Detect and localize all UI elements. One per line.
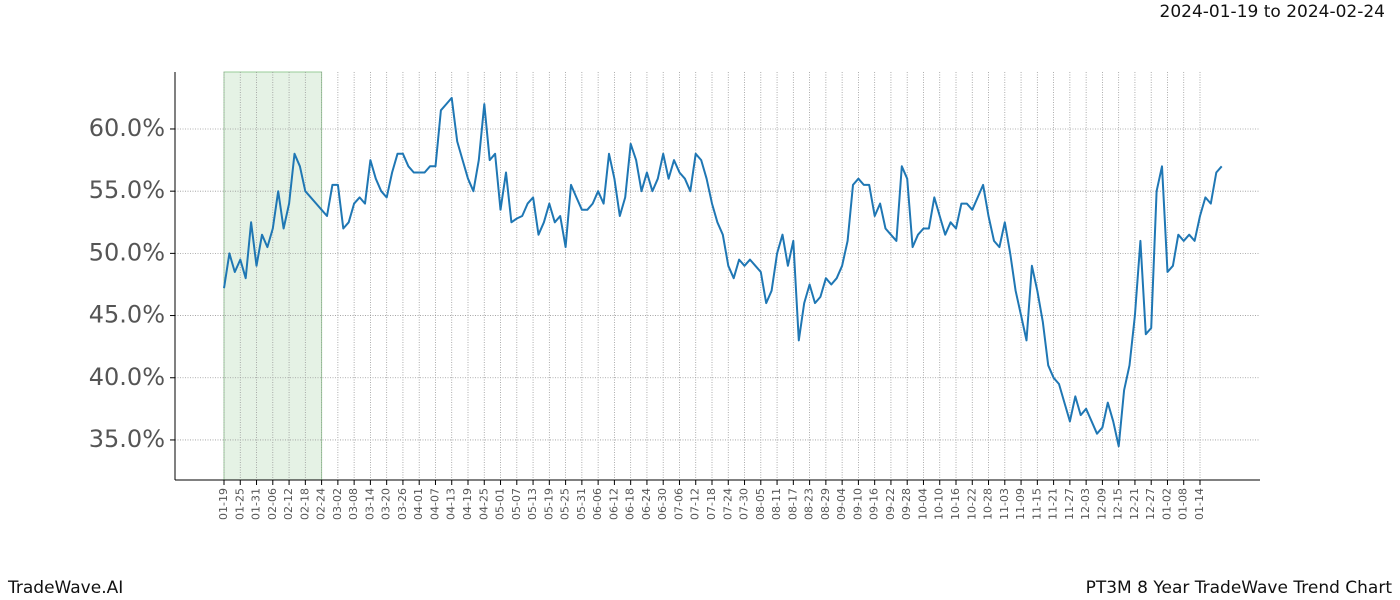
x-tick-label: 08-05	[754, 488, 767, 520]
y-tick-label: 40.0%	[89, 363, 165, 391]
y-tick-label: 60.0%	[89, 114, 165, 142]
data-line	[223, 96, 1223, 448]
x-tick-label: 04-13	[445, 488, 458, 520]
x-tick-label: 05-25	[559, 488, 572, 520]
x-tick-label: 01-19	[217, 488, 230, 520]
x-tick-label: 01-14	[1193, 488, 1206, 520]
x-tick-label: 05-31	[575, 488, 588, 520]
x-tick-label: 12-15	[1112, 488, 1125, 520]
x-tick-label: 11-03	[998, 488, 1011, 520]
x-tick-label: 05-19	[542, 488, 555, 520]
x-tick-label: 12-03	[1079, 488, 1092, 520]
x-tick-label: 03-14	[363, 488, 376, 520]
x-tick-label: 07-06	[672, 488, 685, 520]
y-tick-label: 55.0%	[89, 176, 165, 204]
x-tick-label: 03-20	[380, 488, 393, 520]
footer-left: TradeWave.AI	[7, 578, 123, 598]
x-tick-label: 01-08	[1177, 488, 1190, 520]
x-tick-label: 01-25	[233, 488, 246, 520]
x-tick-label: 09-10	[851, 488, 864, 520]
x-tick-label: 03-02	[331, 488, 344, 520]
x-tick-label: 04-01	[412, 488, 425, 520]
x-tick-label: 10-04	[916, 488, 929, 520]
x-tick-label: 11-09	[1014, 488, 1027, 520]
x-tick-label: 02-24	[315, 488, 328, 520]
x-tick-label: 08-23	[803, 488, 816, 520]
x-tick-label: 09-28	[900, 488, 913, 520]
x-tick-label: 02-06	[266, 488, 279, 520]
x-tick-label: 08-29	[819, 488, 832, 520]
x-tick-label: 01-31	[250, 488, 263, 520]
x-tick-label: 05-13	[526, 488, 539, 520]
y-tick-label: 35.0%	[89, 425, 165, 453]
x-tick-label: 02-18	[298, 488, 311, 520]
chart-title: 2024-01-19 to 2024-02-24	[1160, 2, 1385, 22]
x-tick-label: 11-15	[1030, 488, 1043, 520]
x-tick-label: 05-07	[510, 488, 523, 520]
x-tick-label: 09-16	[868, 488, 881, 520]
y-tick-label: 50.0%	[89, 238, 165, 266]
x-tick-label: 04-19	[461, 488, 474, 520]
x-tick-label: 04-07	[428, 488, 441, 520]
x-tick-label: 09-04	[835, 488, 848, 520]
highlight-band	[223, 71, 323, 481]
x-tick-label: 11-21	[1047, 488, 1060, 520]
footer-right: PT3M 8 Year TradeWave Trend Chart	[1086, 578, 1393, 598]
x-tick-label: 01-02	[1160, 488, 1173, 520]
y-tick-label: 45.0%	[89, 301, 165, 329]
x-tick-label: 11-27	[1063, 488, 1076, 520]
x-tick-label: 06-24	[640, 488, 653, 520]
x-tick-label: 03-26	[396, 488, 409, 520]
x-tick-label: 10-16	[949, 488, 962, 520]
x-tick-label: 07-30	[738, 488, 751, 520]
x-tick-label: 06-30	[656, 488, 669, 520]
x-tick-label: 09-22	[884, 488, 897, 520]
x-tick-label: 12-09	[1095, 488, 1108, 520]
x-tick-label: 02-12	[282, 488, 295, 520]
x-tick-label: 06-06	[591, 488, 604, 520]
x-tick-label: 12-27	[1144, 488, 1157, 520]
x-tick-label: 06-18	[624, 488, 637, 520]
x-tick-label: 07-18	[705, 488, 718, 520]
x-tick-label: 07-12	[689, 488, 702, 520]
x-tick-label: 05-01	[494, 488, 507, 520]
x-tick-label: 10-28	[982, 488, 995, 520]
x-tick-label: 04-25	[477, 488, 490, 520]
x-tick-label: 07-24	[721, 488, 734, 520]
x-tick-label: 08-17	[786, 488, 799, 520]
x-tick-label: 03-08	[347, 488, 360, 520]
x-tick-label: 10-10	[933, 488, 946, 520]
x-tick-label: 10-22	[965, 488, 978, 520]
x-tick-label: 12-21	[1128, 488, 1141, 520]
x-tick-label: 06-12	[607, 488, 620, 520]
x-tick-label: 08-11	[770, 488, 783, 520]
